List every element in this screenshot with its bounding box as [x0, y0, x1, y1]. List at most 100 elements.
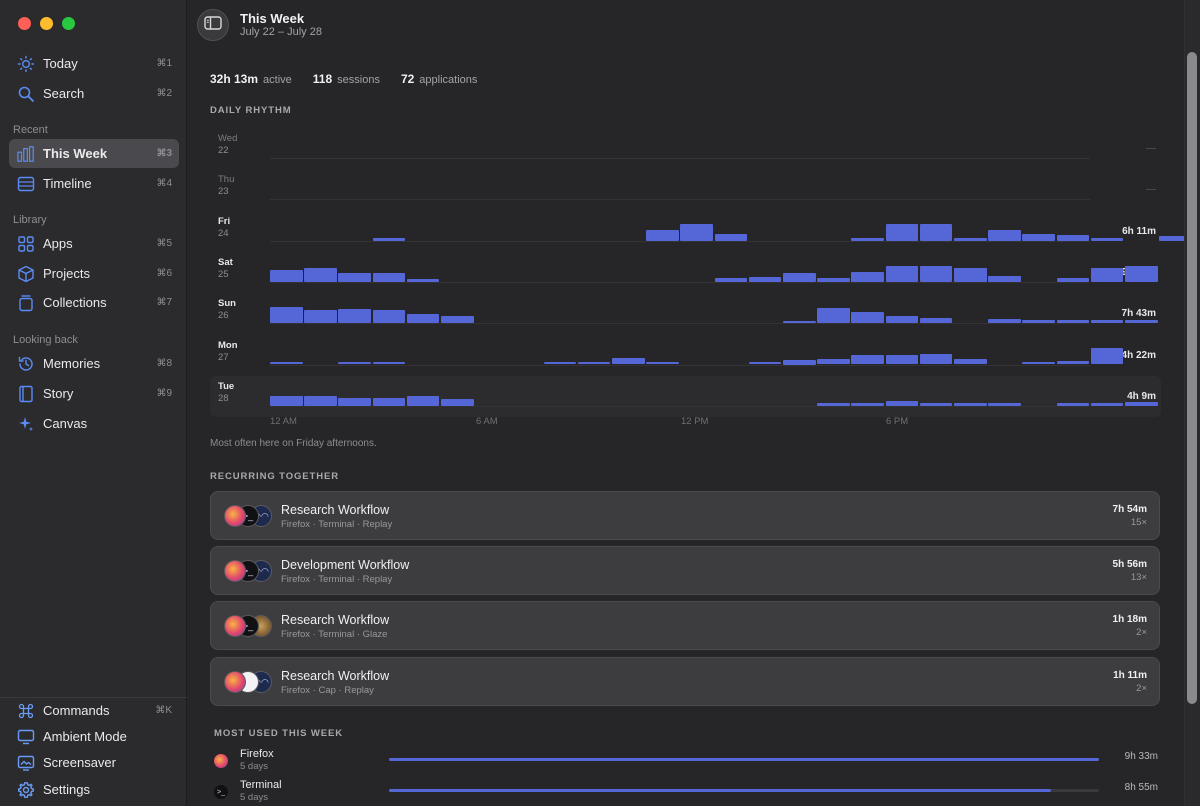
rhythm-bar[interactable]	[988, 318, 1021, 324]
most-used-row[interactable]: >_ Terminal 5 days 8h 55m	[214, 779, 1160, 806]
rhythm-bar[interactable]	[1090, 238, 1124, 241]
rhythm-bar[interactable]	[441, 316, 474, 324]
rhythm-bar[interactable]	[954, 268, 987, 282]
rhythm-bar[interactable]	[680, 224, 713, 241]
rhythm-bar[interactable]	[646, 361, 679, 365]
rhythm-bar[interactable]	[885, 400, 919, 406]
rhythm-bar[interactable]	[338, 308, 371, 324]
rhythm-bar[interactable]	[1022, 319, 1055, 324]
rhythm-bar[interactable]	[988, 230, 1021, 241]
sidebar-item-memories[interactable]: Memories ⌘8	[9, 349, 179, 378]
sidebar-item-story[interactable]: Story ⌘9	[9, 379, 179, 408]
rhythm-bar[interactable]	[1056, 319, 1090, 324]
rhythm-bar[interactable]	[919, 318, 953, 324]
rhythm-bar[interactable]	[338, 272, 371, 282]
rhythm-bar[interactable]	[783, 360, 816, 365]
rhythm-row-sun[interactable]: Sun 26 7h 43m	[210, 293, 1161, 334]
rhythm-bar[interactable]	[1022, 361, 1055, 365]
rhythm-bar[interactable]	[372, 238, 406, 241]
rhythm-bar[interactable]	[851, 312, 884, 324]
rhythm-bar[interactable]	[1125, 319, 1158, 324]
rhythm-bar[interactable]	[851, 271, 884, 282]
rhythm-row-mon[interactable]: Mon 27 4h 22m	[210, 335, 1161, 376]
rhythm-row-tue[interactable]: Tue 28 4h 9m	[210, 375, 1161, 417]
rhythm-bar[interactable]	[1056, 361, 1090, 365]
rhythm-bar[interactable]	[406, 313, 440, 324]
scrollbar-thumb[interactable]	[1187, 52, 1197, 704]
rhythm-bar[interactable]	[817, 307, 850, 324]
rhythm-row-fri[interactable]: Fri 24 6h 11m	[210, 211, 1192, 252]
most-used-row[interactable]: Firefox 5 days 9h 33m	[214, 748, 1160, 776]
rhythm-bar[interactable]	[714, 278, 748, 282]
sidebar-item-apps[interactable]: Apps ⌘5	[9, 229, 179, 258]
rhythm-bar[interactable]	[1056, 278, 1090, 282]
rhythm-bar[interactable]	[270, 361, 303, 365]
rhythm-bar[interactable]	[817, 278, 850, 282]
rhythm-bar[interactable]	[1090, 348, 1124, 365]
rhythm-bar[interactable]	[406, 279, 440, 282]
sidebar-item-this-week[interactable]: This Week ⌘3	[9, 139, 179, 168]
rhythm-bar[interactable]	[954, 238, 987, 241]
rhythm-bar[interactable]	[885, 265, 919, 282]
rhythm-bar[interactable]	[372, 398, 406, 406]
workflow-card[interactable]: >_ Research Workflow Firefox · Terminal · …	[210, 601, 1160, 650]
workflow-card[interactable]: >_ ◠◠ Development Workflow Firefox · Termin…	[210, 546, 1160, 595]
rhythm-bar[interactable]	[372, 272, 406, 282]
rhythm-bar[interactable]	[851, 403, 884, 406]
rhythm-bar[interactable]	[304, 396, 337, 406]
rhythm-bar[interactable]	[612, 357, 645, 365]
rhythm-bar[interactable]	[919, 403, 953, 406]
rhythm-bar[interactable]	[988, 403, 1021, 406]
sidebar-item-timeline[interactable]: Timeline ⌘4	[9, 169, 179, 198]
rhythm-bar[interactable]	[748, 361, 782, 365]
rhythm-bar[interactable]	[885, 355, 919, 365]
rhythm-row-thu[interactable]: Thu 23 —	[210, 169, 1161, 210]
rhythm-bar[interactable]	[543, 361, 577, 365]
rhythm-bar[interactable]	[1159, 236, 1192, 241]
sidebar-item-search[interactable]: Search ⌘2	[9, 79, 179, 108]
rhythm-bar[interactable]	[783, 273, 816, 282]
zoom-window-button[interactable]	[62, 17, 75, 30]
sidebar-item-canvas[interactable]: Canvas	[9, 409, 179, 438]
sidebar-item-screensaver[interactable]: Screensaver	[9, 748, 179, 777]
rhythm-bar[interactable]	[919, 224, 953, 241]
rhythm-bar[interactable]	[304, 268, 337, 282]
rhythm-bar[interactable]	[817, 359, 850, 365]
rhythm-bar[interactable]	[1125, 402, 1158, 406]
rhythm-bar[interactable]	[919, 354, 953, 365]
rhythm-bar[interactable]	[441, 398, 474, 406]
sidebar-item-settings[interactable]: Settings	[9, 775, 179, 804]
workflow-card[interactable]: ◠◠ Research Workflow Firefox · Cap · Repla…	[210, 657, 1160, 706]
close-window-button[interactable]	[18, 17, 31, 30]
rhythm-bar[interactable]	[851, 238, 884, 241]
rhythm-bar[interactable]	[1056, 235, 1090, 241]
sidebar-item-today[interactable]: Today ⌘1	[9, 49, 179, 78]
rhythm-bar[interactable]	[1125, 265, 1158, 282]
rhythm-bar[interactable]	[954, 403, 987, 406]
rhythm-bar[interactable]	[954, 359, 987, 365]
rhythm-bar[interactable]	[1090, 268, 1124, 282]
rhythm-bar[interactable]	[270, 307, 303, 324]
rhythm-row-sat[interactable]: Sat259h 47m	[210, 252, 1161, 293]
rhythm-bar[interactable]	[783, 320, 816, 324]
rhythm-bar[interactable]	[1022, 233, 1055, 241]
rhythm-bar[interactable]	[988, 275, 1021, 282]
rhythm-bar[interactable]	[817, 403, 850, 406]
rhythm-bar[interactable]	[406, 395, 440, 406]
rhythm-bar[interactable]	[885, 316, 919, 324]
rhythm-row-wed[interactable]: Wed 22 —	[210, 128, 1161, 169]
sidebar-item-collections[interactable]: Collections ⌘7	[9, 288, 179, 317]
sidebar-toggle-button[interactable]	[197, 9, 229, 41]
rhythm-bar[interactable]	[372, 361, 406, 365]
rhythm-bar[interactable]	[338, 361, 371, 365]
rhythm-bar[interactable]	[1090, 319, 1124, 324]
workflow-card[interactable]: >_ ◠◠ Research Workflow Firefox · Terminal …	[210, 491, 1160, 540]
rhythm-bar[interactable]	[1056, 403, 1090, 406]
rhythm-bar[interactable]	[372, 309, 406, 324]
minimize-window-button[interactable]	[40, 17, 53, 30]
rhythm-bar[interactable]	[270, 396, 303, 406]
sidebar-item-commands[interactable]: Commands ⌘K	[9, 696, 179, 725]
rhythm-bar[interactable]	[646, 230, 679, 241]
rhythm-bar[interactable]	[304, 310, 337, 324]
rhythm-bar[interactable]	[577, 361, 611, 365]
